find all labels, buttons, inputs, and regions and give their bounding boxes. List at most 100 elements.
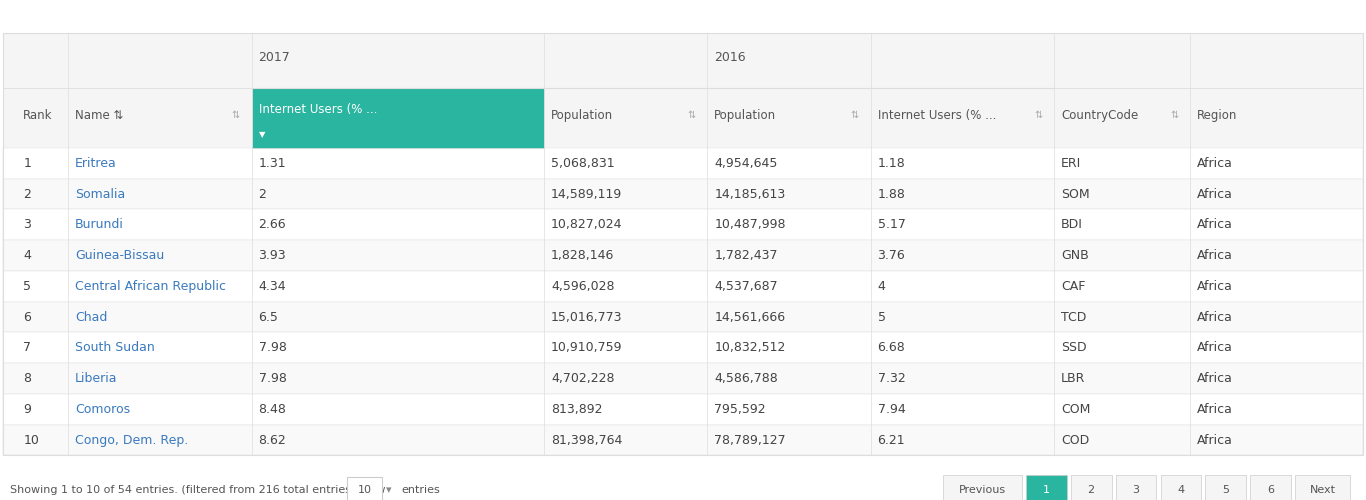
Text: 10,910,759: 10,910,759 [550, 342, 623, 354]
Text: ⇅: ⇅ [1171, 110, 1177, 120]
Text: 1: 1 [1042, 484, 1049, 494]
Text: 81,398,764: 81,398,764 [550, 434, 623, 446]
Text: Somalia: Somalia [75, 188, 126, 200]
Text: 6.5: 6.5 [258, 310, 279, 324]
Text: 5,068,831: 5,068,831 [550, 157, 615, 170]
Text: 1.18: 1.18 [877, 157, 906, 170]
Text: Rank: Rank [23, 108, 53, 122]
Text: 4: 4 [1177, 484, 1184, 494]
Text: 15,016,773: 15,016,773 [550, 310, 623, 324]
Text: Liberia: Liberia [75, 372, 117, 385]
Text: 5: 5 [1223, 484, 1229, 494]
Text: Africa: Africa [1197, 342, 1233, 354]
Text: 7.94: 7.94 [877, 403, 906, 416]
Text: Africa: Africa [1197, 218, 1233, 232]
Text: Africa: Africa [1197, 157, 1233, 170]
Text: ⇅: ⇅ [687, 110, 695, 120]
FancyBboxPatch shape [251, 88, 544, 148]
Text: 3.76: 3.76 [877, 249, 906, 262]
Text: ERI: ERI [1061, 157, 1082, 170]
Text: 14,185,613: 14,185,613 [714, 188, 785, 200]
Text: Africa: Africa [1197, 403, 1233, 416]
FancyBboxPatch shape [1205, 474, 1246, 500]
Text: 10,827,024: 10,827,024 [550, 218, 623, 232]
Text: 14,561,666: 14,561,666 [714, 310, 785, 324]
FancyBboxPatch shape [3, 302, 1363, 332]
Text: 7.98: 7.98 [258, 372, 287, 385]
Text: 6.68: 6.68 [877, 342, 906, 354]
Text: 1.88: 1.88 [877, 188, 906, 200]
FancyBboxPatch shape [1071, 474, 1112, 500]
Text: SSD: SSD [1061, 342, 1087, 354]
Text: Africa: Africa [1197, 188, 1233, 200]
Text: Congo, Dem. Rep.: Congo, Dem. Rep. [75, 434, 189, 446]
Text: 9: 9 [23, 403, 31, 416]
Text: 8: 8 [23, 372, 31, 385]
Text: Africa: Africa [1197, 280, 1233, 293]
Text: 2: 2 [1087, 484, 1094, 494]
Text: Previous: Previous [959, 484, 1005, 494]
Text: ▼: ▼ [258, 130, 265, 140]
Text: 1,782,437: 1,782,437 [714, 249, 777, 262]
Text: Name ⇅: Name ⇅ [75, 108, 123, 122]
Text: entries: entries [402, 484, 440, 494]
Text: 813,892: 813,892 [550, 403, 602, 416]
Text: Africa: Africa [1197, 310, 1233, 324]
Text: 1.31: 1.31 [258, 157, 285, 170]
Text: 7: 7 [23, 342, 31, 354]
Text: South Sudan: South Sudan [75, 342, 154, 354]
Text: Next: Next [1310, 484, 1336, 494]
Text: 6: 6 [1268, 484, 1274, 494]
FancyBboxPatch shape [943, 474, 1022, 500]
Text: 8.62: 8.62 [258, 434, 287, 446]
Text: 7.98: 7.98 [258, 342, 287, 354]
Text: SOM: SOM [1061, 188, 1090, 200]
FancyBboxPatch shape [3, 210, 1363, 240]
Text: 4.34: 4.34 [258, 280, 285, 293]
Text: Internet Users (% ...: Internet Users (% ... [258, 102, 377, 116]
FancyBboxPatch shape [1116, 474, 1157, 500]
Text: 4,954,645: 4,954,645 [714, 157, 777, 170]
Text: Population: Population [714, 108, 776, 122]
Text: ▾: ▾ [387, 484, 392, 494]
FancyBboxPatch shape [3, 32, 1363, 88]
Text: 3: 3 [23, 218, 31, 232]
Text: 10,832,512: 10,832,512 [714, 342, 785, 354]
Text: 5.17: 5.17 [877, 218, 906, 232]
FancyBboxPatch shape [3, 88, 1363, 148]
Text: CAF: CAF [1061, 280, 1086, 293]
Text: COD: COD [1061, 434, 1090, 446]
Text: 2: 2 [258, 188, 266, 200]
Text: 10: 10 [23, 434, 40, 446]
Text: ⇅: ⇅ [850, 110, 858, 120]
Text: 6: 6 [23, 310, 31, 324]
FancyBboxPatch shape [1250, 474, 1291, 500]
Text: ⇅: ⇅ [1034, 110, 1042, 120]
Text: 4,586,788: 4,586,788 [714, 372, 779, 385]
Text: Eritrea: Eritrea [75, 157, 116, 170]
Text: 1: 1 [23, 157, 31, 170]
Text: 2.66: 2.66 [258, 218, 285, 232]
Text: CountryCode: CountryCode [1061, 108, 1138, 122]
Text: 7.32: 7.32 [877, 372, 906, 385]
Text: TCD: TCD [1061, 310, 1086, 324]
FancyBboxPatch shape [3, 178, 1363, 210]
Text: Burundi: Burundi [75, 218, 124, 232]
Text: Africa: Africa [1197, 372, 1233, 385]
Text: 10: 10 [358, 484, 372, 494]
Text: LBR: LBR [1061, 372, 1086, 385]
FancyBboxPatch shape [3, 148, 1363, 178]
Text: Chad: Chad [75, 310, 108, 324]
FancyBboxPatch shape [3, 424, 1363, 456]
Text: 4: 4 [23, 249, 31, 262]
Text: 1,828,146: 1,828,146 [550, 249, 615, 262]
Text: Comoros: Comoros [75, 403, 130, 416]
Text: 8.48: 8.48 [258, 403, 287, 416]
FancyBboxPatch shape [3, 271, 1363, 302]
Text: Guinea-Bissau: Guinea-Bissau [75, 249, 164, 262]
Text: 4: 4 [877, 280, 885, 293]
Text: 2017: 2017 [258, 51, 291, 64]
FancyBboxPatch shape [1161, 474, 1201, 500]
Text: BDI: BDI [1061, 218, 1083, 232]
FancyBboxPatch shape [3, 332, 1363, 363]
